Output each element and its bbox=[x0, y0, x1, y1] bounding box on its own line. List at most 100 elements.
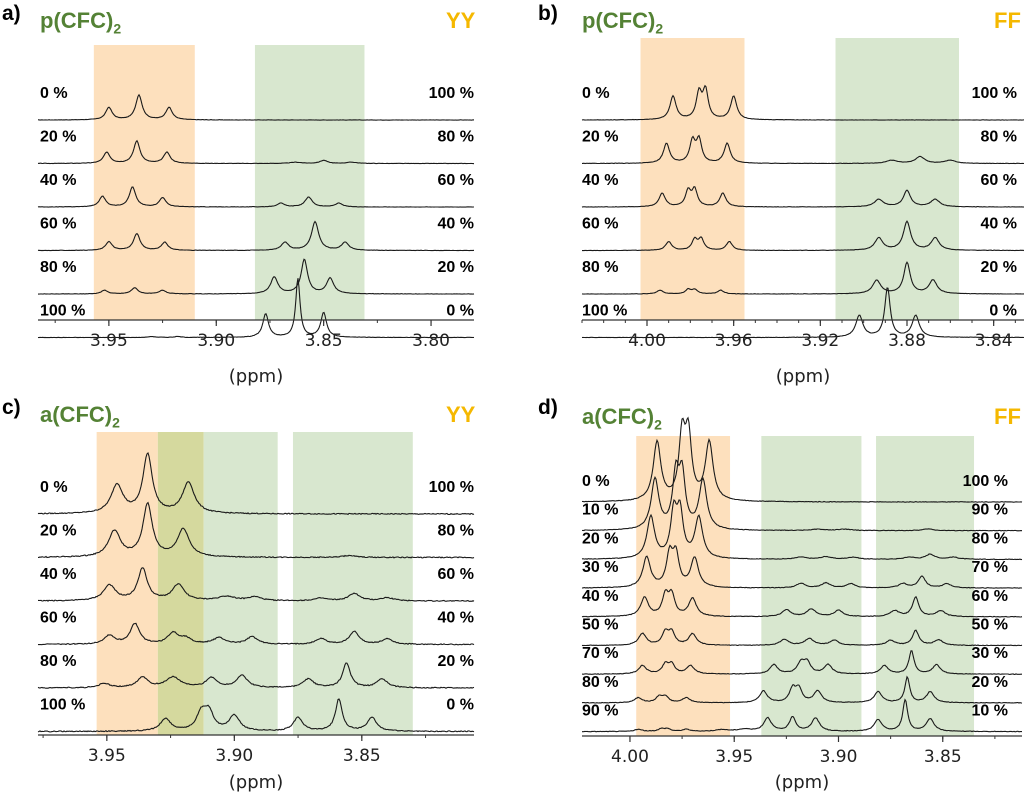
host-percent-label: 60 % bbox=[40, 610, 76, 627]
x-tick-label: 4.00 bbox=[611, 747, 649, 767]
spectra-plot: 0 % 100 % 10 % 90 % 20 % 80 % 30 % 70 % 40 % 60 %… bbox=[581, 416, 1023, 793]
guest-percent-label: 100 % bbox=[429, 479, 474, 496]
guest-percent-label: 50 % bbox=[972, 617, 1008, 634]
host-percent-label: 20 % bbox=[40, 129, 76, 146]
guest-percent-label: 90 % bbox=[972, 502, 1008, 519]
panel-label: c) bbox=[2, 396, 21, 419]
spectrum-trace bbox=[581, 588, 1023, 618]
host-percent-label: 0 % bbox=[40, 479, 68, 496]
guest-percent-label: 40 % bbox=[438, 216, 474, 233]
guest-percent-label: 20 % bbox=[438, 653, 474, 670]
guest-percent-label: 0 % bbox=[446, 303, 474, 320]
guest-percent-label: 10 % bbox=[972, 703, 1008, 720]
spectrum-trace bbox=[38, 258, 475, 295]
host-percent-label: 60 % bbox=[40, 216, 76, 233]
guest-percent-label: 20 % bbox=[981, 259, 1017, 276]
spectrum-trace bbox=[37, 698, 475, 733]
spectrum-trace bbox=[37, 452, 475, 516]
green-region bbox=[835, 38, 959, 320]
spectrum-trace bbox=[581, 544, 1023, 589]
host-percent-label: 20 % bbox=[582, 129, 618, 146]
x-axis-title: (ppm) bbox=[776, 366, 830, 387]
spectrum-trace bbox=[581, 650, 1022, 675]
orange-region bbox=[640, 38, 745, 320]
overlap-region bbox=[157, 432, 204, 735]
guest-label: FF bbox=[994, 8, 1021, 33]
x-tick-label: 3.85 bbox=[343, 746, 381, 766]
sample-label: p(CFC)2 bbox=[582, 8, 664, 37]
x-tick-label: 3.85 bbox=[924, 747, 962, 767]
green-region bbox=[761, 436, 862, 736]
x-tick-label: 3.90 bbox=[215, 746, 253, 766]
spectrum-trace bbox=[582, 220, 1024, 252]
spectrum-trace bbox=[37, 186, 474, 208]
guest-percent-label: 0 % bbox=[989, 303, 1017, 320]
x-axis-title: (ppm) bbox=[229, 366, 283, 387]
x-tick-label: 3.80 bbox=[412, 331, 450, 351]
spectrum-trace bbox=[582, 134, 1024, 165]
host-percent-label: 70 % bbox=[582, 645, 618, 662]
host-percent-label: 100 % bbox=[582, 303, 627, 320]
panel-a: a) p(CFC)2 YY 0 % 100 % 20 % 80 % 40 % 60 % 60… bbox=[0, 0, 512, 400]
green-region bbox=[254, 45, 365, 320]
spectra-plot: 0 % 100 % 20 % 80 % 40 % 60 % 60 % 40 % 80 % 20 %… bbox=[37, 432, 475, 793]
host-percent-label: 60 % bbox=[582, 216, 618, 233]
spectra-plot: 0 % 100 % 20 % 80 % 40 % 60 % 60 % 40 % 80 % 20 %… bbox=[581, 38, 1024, 387]
spectrum-trace bbox=[581, 459, 1023, 532]
guest-percent-label: 40 % bbox=[438, 610, 474, 627]
sample-label: a(CFC)2 bbox=[582, 404, 662, 433]
guest-label: YY bbox=[446, 402, 476, 427]
x-tick-label: 3.95 bbox=[715, 747, 753, 767]
x-tick-label: 4.00 bbox=[628, 331, 666, 351]
spectrum-trace bbox=[37, 220, 475, 252]
spectrum-trace bbox=[581, 84, 1024, 121]
green-region bbox=[292, 432, 413, 735]
guest-percent-label: 70 % bbox=[972, 559, 1008, 576]
green-region bbox=[876, 436, 975, 736]
x-tick-label: 3.90 bbox=[197, 331, 235, 351]
guest-percent-label: 40 % bbox=[981, 216, 1017, 233]
guest-percent-label: 60 % bbox=[981, 172, 1017, 189]
host-percent-label: 50 % bbox=[582, 617, 618, 634]
spectrum-trace bbox=[581, 287, 1024, 339]
host-percent-label: 100 % bbox=[40, 697, 85, 714]
panel-label: b) bbox=[538, 2, 558, 25]
guest-percent-label: 80 % bbox=[438, 129, 474, 146]
host-percent-label: 100 % bbox=[40, 303, 85, 320]
spectra-plot: 0 % 100 % 20 % 80 % 40 % 60 % 60 % 40 % 80 % 20 %… bbox=[37, 45, 475, 387]
sample-label: p(CFC)2 bbox=[40, 8, 122, 37]
panel-b: b) p(CFC)2 FF 0 % 100 % 20 % 80 % 40 % 60 % 60… bbox=[512, 0, 1024, 400]
host-percent-label: 40 % bbox=[582, 172, 618, 189]
spectrum-trace bbox=[37, 278, 475, 339]
guest-percent-label: 100 % bbox=[429, 85, 474, 102]
guest-percent-label: 100 % bbox=[963, 473, 1008, 490]
panel-c: c) a(CFC)2 YY 0 % 100 % 20 % 80 % 40 % 60 % 60… bbox=[0, 396, 512, 796]
guest-percent-label: 80 % bbox=[438, 523, 474, 540]
x-tick-label: 3.92 bbox=[801, 331, 839, 351]
spectrum-trace bbox=[38, 567, 475, 603]
host-percent-label: 90 % bbox=[582, 703, 618, 720]
green-region bbox=[203, 432, 278, 735]
host-percent-label: 80 % bbox=[40, 259, 76, 276]
spectrum-trace bbox=[581, 261, 1024, 295]
x-tick-label: 3.85 bbox=[305, 331, 343, 351]
host-percent-label: 0 % bbox=[40, 85, 68, 102]
guest-percent-label: 0 % bbox=[446, 697, 474, 714]
guest-percent-label: 60 % bbox=[972, 588, 1008, 605]
panel-label: d) bbox=[538, 396, 558, 419]
spectrum-trace bbox=[582, 698, 1022, 733]
orange-region bbox=[93, 45, 195, 320]
x-axis-title: (ppm) bbox=[775, 772, 829, 793]
x-axis-title: (ppm) bbox=[229, 772, 283, 793]
host-percent-label: 40 % bbox=[40, 172, 76, 189]
sample-label: a(CFC)2 bbox=[40, 402, 120, 431]
spectrum-trace bbox=[581, 186, 1024, 208]
host-percent-label: 40 % bbox=[40, 566, 76, 583]
x-tick-label: 3.90 bbox=[820, 747, 858, 767]
host-percent-label: 10 % bbox=[582, 502, 618, 519]
guest-percent-label: 100 % bbox=[972, 85, 1017, 102]
guest-label: YY bbox=[446, 8, 476, 33]
x-tick-label: 3.96 bbox=[715, 331, 753, 351]
spectrum-trace bbox=[38, 501, 475, 559]
spectrum-trace bbox=[37, 139, 475, 165]
